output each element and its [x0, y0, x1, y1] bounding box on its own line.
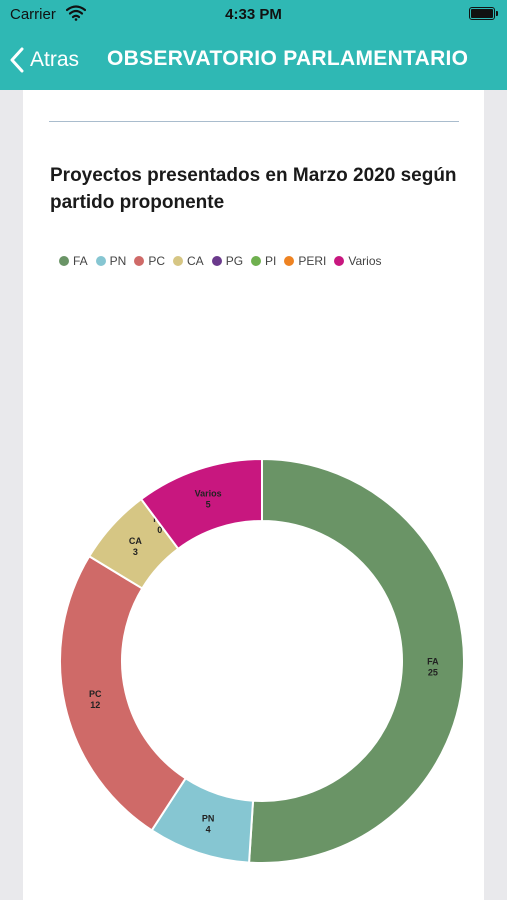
chevron-left-icon [10, 47, 24, 73]
wifi-icon [66, 5, 86, 21]
status-time: 4:33 PM [225, 6, 282, 23]
legend-item-pg[interactable]: PG [211, 254, 244, 268]
legend-item-peri[interactable]: PERI [284, 254, 326, 268]
back-button[interactable]: Atras [10, 44, 79, 76]
legend-label: PI [265, 254, 277, 268]
chart-legend: FA PN PC CA PG PI PERI Varios [59, 254, 390, 268]
legend-item-pn[interactable]: PN [95, 254, 127, 268]
legend-item-ca[interactable]: CA [173, 254, 204, 268]
chart-title: Proyectos presentados en Marzo 2020 segú… [50, 165, 457, 213]
page-title: OBSERVATORIO PARLAMENTARIO [107, 47, 469, 70]
chart-card: Proyectos presentados en Marzo 2020 segú… [23, 90, 484, 900]
slice-fa[interactable] [247, 457, 465, 864]
legend-swatch [251, 256, 262, 266]
legend-item-pc[interactable]: PC [134, 254, 165, 268]
navigation-bar: Atras OBSERVATORIO PARLAMENTARIO [0, 30, 507, 90]
legend-item-varios[interactable]: Varios [334, 254, 382, 268]
legend-swatch [173, 256, 184, 266]
legend-label: PG [225, 254, 244, 268]
legend-label: Varios [348, 254, 382, 268]
legend-label: PERI [298, 254, 327, 268]
legend-swatch [134, 256, 145, 266]
slice-label-varios: Varios 5 [195, 489, 222, 510]
legend-swatch [334, 256, 345, 266]
legend-swatch [284, 256, 295, 266]
slice-varios[interactable] [139, 457, 263, 551]
legend-swatch [211, 256, 222, 266]
divider [49, 121, 459, 122]
donut-chart: FA25PN4PC12CA3PG0Varios5 [59, 457, 465, 864]
status-bar: Carrier 4:33 PM [0, 0, 507, 30]
slice-label-pc: PC 12 [89, 689, 102, 710]
slice-label-ca: CA 3 [129, 536, 142, 557]
slice-pc[interactable] [59, 554, 188, 832]
legend-item-fa[interactable]: FA [59, 254, 88, 268]
slice-label-fa: FA 25 [427, 656, 439, 677]
legend-swatch [95, 256, 106, 266]
legend-label: PN [109, 254, 127, 268]
legend-label: CA [187, 254, 204, 268]
battery-icon [469, 7, 498, 20]
legend-item-pi[interactable]: PI [251, 254, 276, 268]
carrier-label: Carrier [10, 6, 56, 23]
slice-label-pn: PN 4 [202, 813, 215, 834]
legend-label: PC [148, 254, 166, 268]
legend-label: FA [73, 254, 88, 268]
legend-swatch [59, 256, 69, 266]
back-label: Atras [30, 48, 80, 71]
